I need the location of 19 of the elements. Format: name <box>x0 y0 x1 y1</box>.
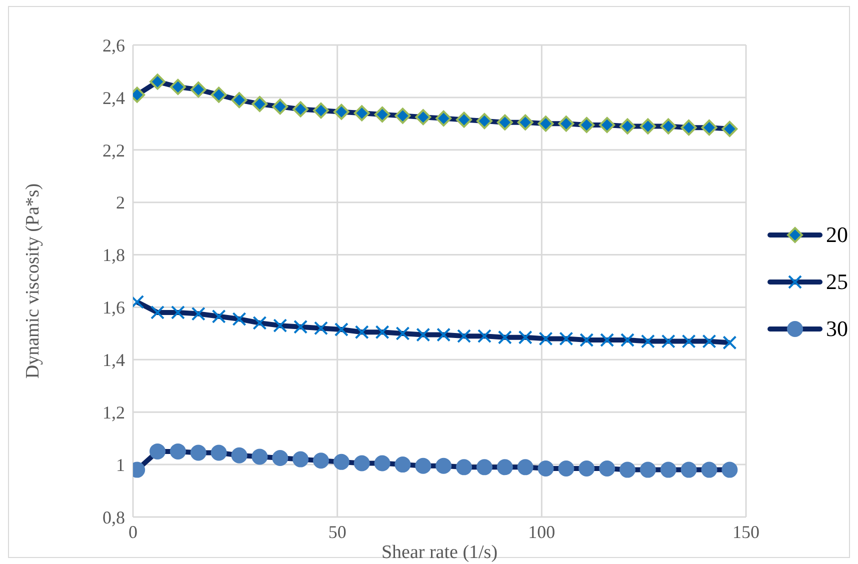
y-tick-label: 1,6 <box>102 298 125 318</box>
x-tick-label: 50 <box>328 522 346 542</box>
y-tick-label: 1 <box>116 454 125 475</box>
legend-label: 25 <box>826 269 848 295</box>
y-tick-label: 2 <box>116 192 125 213</box>
y-tick-label: 0,8 <box>102 507 125 528</box>
y-tick-label: 1,8 <box>102 245 125 266</box>
x-tick-label: 150 <box>732 522 760 542</box>
legend-label: 30 <box>826 316 848 342</box>
x-tick-label: 0 <box>128 522 138 542</box>
legend-label: 20 <box>826 222 848 248</box>
y-tick-label: 1,4 <box>102 350 125 370</box>
y-tick-label: 2,4 <box>102 88 125 108</box>
x-tick-label: 100 <box>528 522 556 542</box>
y-tick-label: 2,2 <box>102 140 125 160</box>
y-axis-title: Dynamic viscosity (Pa*s) <box>22 183 44 379</box>
y-tick-label: 2,6 <box>102 35 125 56</box>
y-tick-label: 1,2 <box>102 402 125 422</box>
x-axis-title: Shear rate (1/s) <box>381 542 498 563</box>
